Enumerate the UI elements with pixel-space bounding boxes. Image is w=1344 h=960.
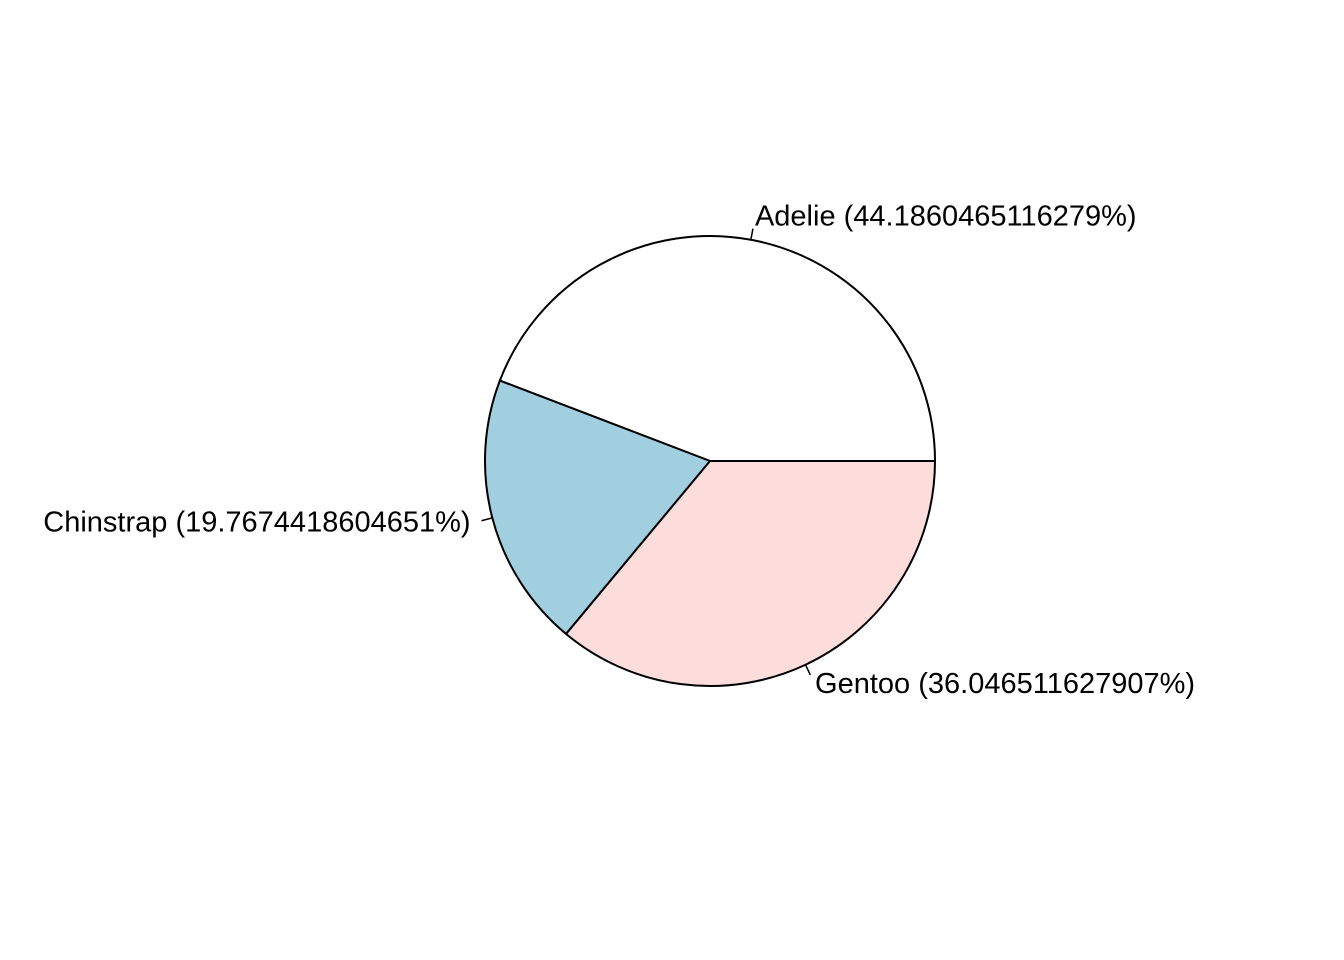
pie-slice-gentoo (565, 460, 936, 687)
slice-label-adelie: Adelie (44.1860465116279%) (755, 200, 1137, 232)
pie-slice-chinstrap (484, 379, 711, 635)
leader-line-chinstrap (481, 517, 493, 522)
pie-slice-adelie (498, 235, 936, 462)
leader-line-adelie (750, 228, 754, 240)
slice-label-chinstrap: Chinstrap (19.7674418604651%) (43, 506, 470, 538)
pie-slices (484, 235, 936, 687)
slice-label-gentoo: Gentoo (36.046511627907%) (815, 668, 1195, 700)
pie-labels: Adelie (44.1860465116279%) Chinstrap (19.… (43, 200, 1195, 699)
leader-line-gentoo (804, 664, 811, 676)
